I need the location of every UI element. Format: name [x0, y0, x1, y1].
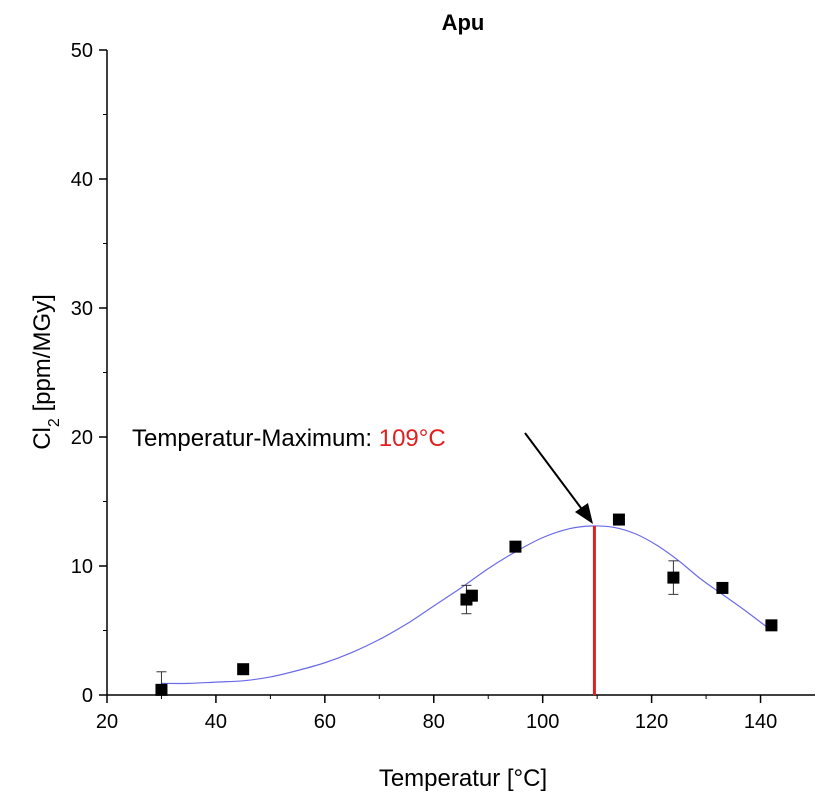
annotation-text: Temperatur-Maximum: 109°C [132, 425, 446, 452]
x-tick-label: 120 [635, 711, 668, 733]
y-tick-label: 40 [71, 169, 93, 191]
x-tick-label: 80 [423, 711, 445, 733]
y-axis-label-rest: [ppm/MGy] [29, 294, 56, 418]
x-ticks: 20 40 60 80 100 120 140 [96, 695, 777, 733]
x-tick-label: 20 [96, 711, 118, 733]
data-point [465, 589, 478, 602]
data-points [155, 513, 778, 696]
x-tick-label: 100 [526, 711, 559, 733]
annotation-value: 109°C [379, 425, 446, 452]
y-axis-label-sub: 2 [46, 418, 63, 427]
data-point [612, 513, 625, 526]
data-point [716, 581, 729, 594]
data-point [237, 663, 250, 676]
annotation-arrow [524, 432, 593, 524]
data-point [509, 540, 522, 553]
fit-curve [161, 525, 772, 685]
x-axis-label: Temperatur [°C] [379, 765, 547, 792]
data-point [667, 571, 680, 584]
y-tick-label: 30 [71, 298, 93, 320]
x-tick-label: 40 [205, 711, 227, 733]
y-axis-label-main: Cl [29, 427, 56, 450]
y-tick-label: 0 [82, 685, 93, 707]
y-ticks: 0 10 20 30 40 50 [71, 40, 107, 707]
y-tick-label: 10 [71, 556, 93, 578]
x-tick-label: 140 [744, 711, 777, 733]
chart-title: Apu [442, 10, 485, 35]
y-axis-label: Cl2 [ppm/MGy] [29, 294, 63, 450]
y-tick-label: 50 [71, 40, 93, 62]
y-tick-label: 20 [71, 427, 93, 449]
data-point [155, 683, 168, 696]
fit-layer [161, 525, 772, 685]
data-point [765, 619, 778, 632]
annotation-label: Temperatur-Maximum: [132, 425, 379, 452]
x-tick-label: 60 [314, 711, 336, 733]
